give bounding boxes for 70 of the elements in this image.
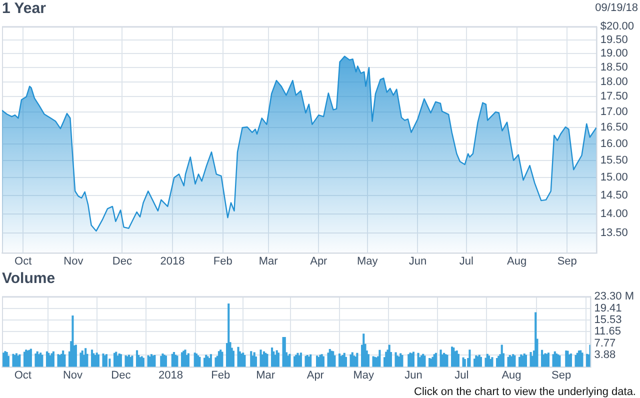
x-tick-label: Dec: [111, 369, 132, 382]
x-tick-label: Jul: [454, 369, 469, 382]
y-tick-label: $20.00: [600, 20, 634, 33]
bar: [64, 354, 66, 367]
chart-title: Volume: [2, 270, 56, 287]
x-tick-label: Sep: [552, 369, 572, 382]
bar: [378, 350, 381, 367]
y-tick-label: 15.50: [600, 154, 628, 166]
y-tick-label: 15.00: [600, 172, 628, 184]
bar: [72, 316, 74, 367]
x-tick-label: Apr: [306, 369, 324, 382]
bar: [210, 354, 212, 367]
y-tick-label: 23.30 M: [594, 290, 634, 303]
x-tick-label: Oct: [14, 255, 32, 268]
x-tick-label: Jun: [404, 369, 422, 382]
chart-title: 1 Year: [2, 0, 46, 17]
x-tick-label: 2018: [158, 369, 184, 382]
bar: [254, 356, 257, 367]
chart-subtitle: 09/19/18: [595, 2, 638, 14]
y-tick-label: 14.50: [600, 189, 628, 202]
x-tick-label: May: [356, 255, 378, 268]
x-tick-label: Mar: [256, 369, 276, 382]
x-tick-label: Jun: [408, 255, 427, 268]
y-tick-label: 18.00: [600, 76, 628, 88]
y-tick-label: 19.00: [600, 48, 628, 60]
x-tick-label: Nov: [64, 255, 84, 268]
y-tick-label: 11.65: [594, 326, 621, 338]
y-tick-label: 15.53: [594, 314, 622, 326]
y-tick-label: 19.50: [600, 34, 628, 46]
x-tick-label: May: [353, 369, 375, 382]
x-tick-label: 2018: [160, 255, 185, 268]
y-tick-label: 7.77: [594, 337, 616, 350]
text: Click on the chart to view the underlying data.: [414, 386, 636, 398]
bar: [300, 352, 302, 367]
bar: [327, 352, 330, 367]
bar: [417, 352, 420, 367]
x-tick-label: Feb: [213, 255, 232, 268]
bar: [334, 355, 336, 367]
y-tick-label: 14.00: [600, 208, 628, 220]
bar: [310, 354, 312, 367]
bar: [394, 352, 397, 367]
bar: [237, 346, 240, 367]
x-tick-label: Aug: [506, 255, 527, 268]
y-tick-label: 16.00: [600, 138, 628, 150]
x-tick-label: Apr: [310, 255, 328, 268]
x-tick-label: Dec: [112, 255, 132, 268]
x-tick-label: Sep: [557, 255, 577, 268]
bar: [34, 354, 37, 367]
bar: [581, 352, 584, 367]
y-tick-label: 16.50: [600, 122, 628, 134]
y-tick-label: 19.41: [594, 302, 622, 314]
bar: [260, 350, 262, 367]
y-tick-label: 17.50: [600, 90, 628, 103]
y-tick-label: 18.50: [600, 62, 628, 74]
bar: [244, 355, 246, 367]
bar: [440, 350, 442, 367]
y-tick-label: 13.50: [600, 227, 628, 240]
x-tick-label: Feb: [211, 369, 230, 382]
x-tick-label: Mar: [258, 255, 278, 268]
bar: [457, 354, 460, 367]
x-tick-label: Aug: [502, 369, 522, 382]
y-tick-label: 3.88: [594, 349, 616, 362]
x-tick-label: Nov: [62, 369, 83, 382]
y-tick-label: 17.00: [600, 106, 628, 118]
bar: [356, 352, 358, 367]
x-tick-label: Jul: [459, 255, 474, 268]
bar: [468, 350, 471, 367]
bar: [277, 352, 280, 367]
bar: [344, 356, 347, 367]
x-tick-label: Oct: [14, 369, 32, 382]
